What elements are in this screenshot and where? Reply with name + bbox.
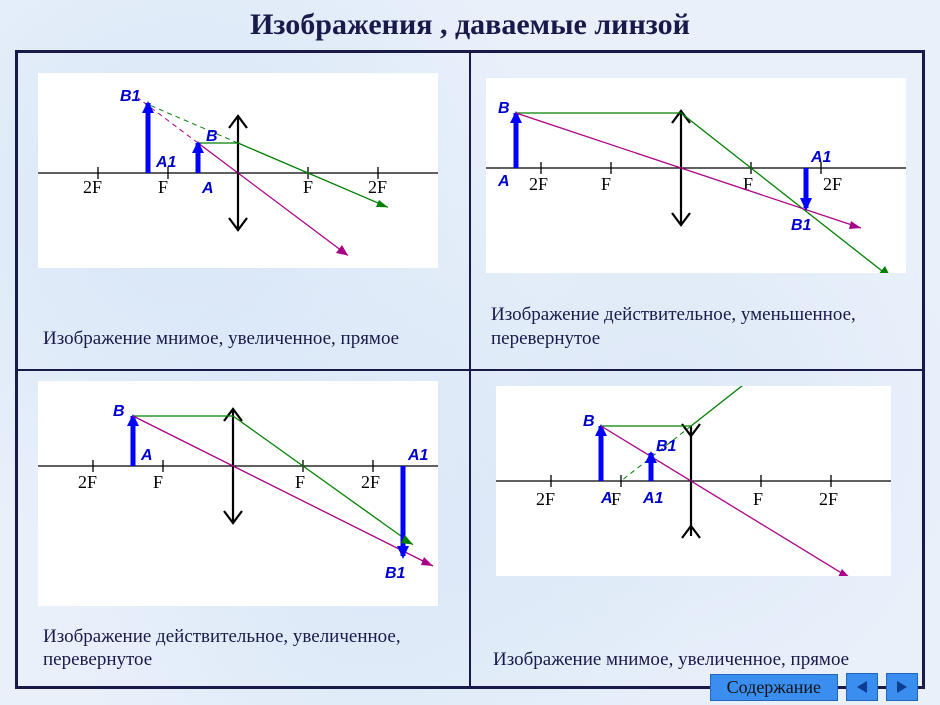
svg-text:A1: A1 — [642, 490, 664, 507]
svg-text:2F: 2F — [536, 489, 555, 509]
nav-bar: Содержание — [710, 673, 918, 701]
diagram-br: 2F F F 2F B A — [496, 386, 891, 576]
pt-B1: B1 — [120, 88, 141, 105]
svg-text:F: F — [295, 472, 305, 492]
contents-button[interactable]: Содержание — [710, 674, 838, 701]
svg-text:B: B — [113, 403, 125, 420]
diagram-bl: 2F F F 2F A B A1 — [38, 381, 438, 606]
prev-button[interactable] — [846, 673, 878, 701]
caption-bl: Изображение действительное, увеличенное,… — [43, 625, 469, 673]
svg-text:2F: 2F — [823, 174, 842, 194]
svg-text:A: A — [600, 490, 613, 507]
svg-text:A1: A1 — [810, 149, 832, 166]
svg-text:B1: B1 — [385, 565, 406, 582]
cell-bottom-right: 2F F F 2F B A — [470, 370, 923, 688]
svg-text:A: A — [140, 447, 153, 464]
page-title: Изображения , даваемые линзой — [0, 0, 940, 46]
svg-text:F: F — [601, 174, 611, 194]
svg-text:F: F — [753, 489, 763, 509]
cell-top-left: 2F F F 2F A — [17, 52, 470, 370]
pt-B: B — [206, 128, 218, 145]
svg-text:B: B — [498, 100, 510, 117]
caption-br: Изображение мнимое, увеличенное, прямое — [493, 648, 849, 672]
caption-tr: Изображение действительное, уменьшенное,… — [491, 303, 922, 351]
diagram-tr: 2F F F 2F A B — [486, 78, 906, 273]
diagram-grid: 2F F F 2F A — [15, 50, 925, 689]
label-2F: 2F — [368, 177, 387, 197]
svg-text:B: B — [583, 413, 595, 430]
diagram-tl: 2F F F 2F A — [38, 73, 438, 268]
svg-text:B1: B1 — [791, 217, 812, 234]
label-2F: 2F — [83, 177, 102, 197]
pt-A1: A1 — [155, 154, 177, 171]
svg-text:2F: 2F — [529, 174, 548, 194]
svg-text:F: F — [153, 472, 163, 492]
svg-text:2F: 2F — [361, 472, 380, 492]
cell-top-right: 2F F F 2F A B — [470, 52, 923, 370]
svg-text:2F: 2F — [78, 472, 97, 492]
next-button[interactable] — [886, 673, 918, 701]
svg-text:2F: 2F — [819, 489, 838, 509]
caption-tl: Изображение мнимое, увеличенное, прямое — [43, 327, 399, 351]
label-F: F — [158, 177, 168, 197]
label-F: F — [303, 177, 313, 197]
cell-bottom-left: 2F F F 2F A B A1 — [17, 370, 470, 688]
svg-text:A1: A1 — [407, 447, 429, 464]
svg-text:A: A — [497, 173, 510, 190]
pt-A: A — [201, 180, 214, 197]
svg-text:B1: B1 — [656, 438, 677, 455]
